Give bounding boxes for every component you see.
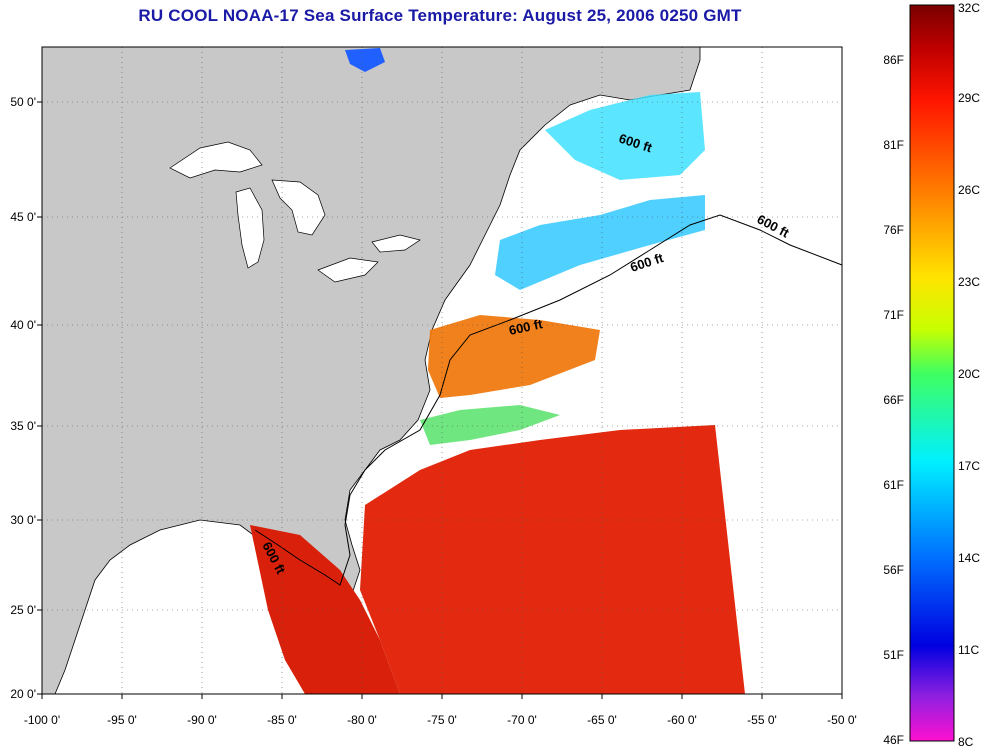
graticule (42, 47, 842, 694)
lon-tick-label: -85 0' (267, 713, 297, 727)
lake-michigan (235, 187, 265, 269)
lat-tick-label: 20 0' (10, 687, 36, 701)
colorbar-fahrenheit-label: 51F (883, 648, 904, 662)
colorbar-celsius-label: 26C (958, 183, 980, 197)
lon-tick-label: -95 0' (107, 713, 137, 727)
colorbar-fahrenheit-label: 71F (883, 308, 904, 322)
colorbar-fahrenheit-label: 46F (883, 733, 904, 747)
colorbar-celsius-label: 8C (958, 735, 974, 749)
lat-tick-label: 40 0' (10, 318, 36, 332)
colorbar-fahrenheit-label: 76F (883, 223, 904, 237)
colorbar-celsius-label: 23C (958, 275, 980, 289)
sst-st-lawrence-cyan (545, 92, 705, 180)
land-north-america (42, 47, 701, 694)
lon-tick-label: -50 0' (827, 713, 857, 727)
lat-tick-label: 30 0' (10, 513, 36, 527)
lat-tick-label: 50 0' (10, 95, 36, 109)
colorbar-fahrenheit-label: 66F (883, 393, 904, 407)
colorbar-celsius-label: 11C (958, 643, 979, 657)
map-title: RU COOL NOAA-17 Sea Surface Temperature:… (138, 6, 742, 25)
colorbar (909, 4, 955, 742)
lat-tick-label: 35 0' (10, 419, 36, 433)
colorbar-celsius-label: 17C (958, 459, 980, 473)
colorbar-labels: 32C 29C 26C 23C 20C 17C 14C 11C 8C 86F 81F 76F 71F 66… (883, 1, 980, 749)
sst-caribbean-warm (250, 525, 400, 694)
hudson-bay-fragment (345, 48, 385, 72)
lon-tick-label: -55 0' (747, 713, 777, 727)
colorbar-celsius-label: 14C (958, 551, 980, 565)
lon-tick-label: -75 0' (427, 713, 457, 727)
contour-label-600ft: 600 ft (508, 316, 545, 338)
lake-ontario (371, 234, 421, 253)
sst-slope-green-patches (420, 405, 560, 445)
colorbar-celsius-label: 29C (958, 91, 980, 105)
lon-tick-label: -80 0' (347, 713, 377, 727)
lake-huron (271, 179, 326, 236)
sst-mid-atlantic-orange (428, 315, 600, 398)
lake-superior (169, 141, 263, 179)
colorbar-celsius-label: 20C (958, 367, 980, 381)
longitude-axis: -100 0' -95 0' -90 0' -85 0' -80 0' -75 0' -70… (24, 694, 857, 727)
colorbar-fahrenheit-label: 61F (883, 478, 904, 492)
lat-tick-label: 45 0' (10, 210, 36, 224)
colorbar-fahrenheit-label: 86F (883, 53, 904, 67)
colorbar-celsius-label: 32C (958, 1, 980, 15)
lake-erie (317, 257, 379, 283)
sst-gulf-of-maine-cyan (495, 195, 705, 290)
lon-tick-label: -70 0' (507, 713, 537, 727)
lon-tick-label: -60 0' (667, 713, 697, 727)
lon-tick-label: -65 0' (587, 713, 617, 727)
isobath-600ft-contour (254, 214, 843, 586)
colorbar-fahrenheit-label: 81F (883, 138, 904, 152)
lon-tick-label: -100 0' (24, 713, 60, 727)
lon-tick-label: -90 0' (187, 713, 217, 727)
colorbar-fahrenheit-label: 56F (883, 563, 904, 577)
latitude-axis: 50 0' 45 0' 40 0' 35 0' 30 0' 25 0' 20 0' (10, 95, 42, 701)
lat-tick-label: 25 0' (10, 603, 36, 617)
sst-gulf-stream-warm (360, 425, 745, 694)
